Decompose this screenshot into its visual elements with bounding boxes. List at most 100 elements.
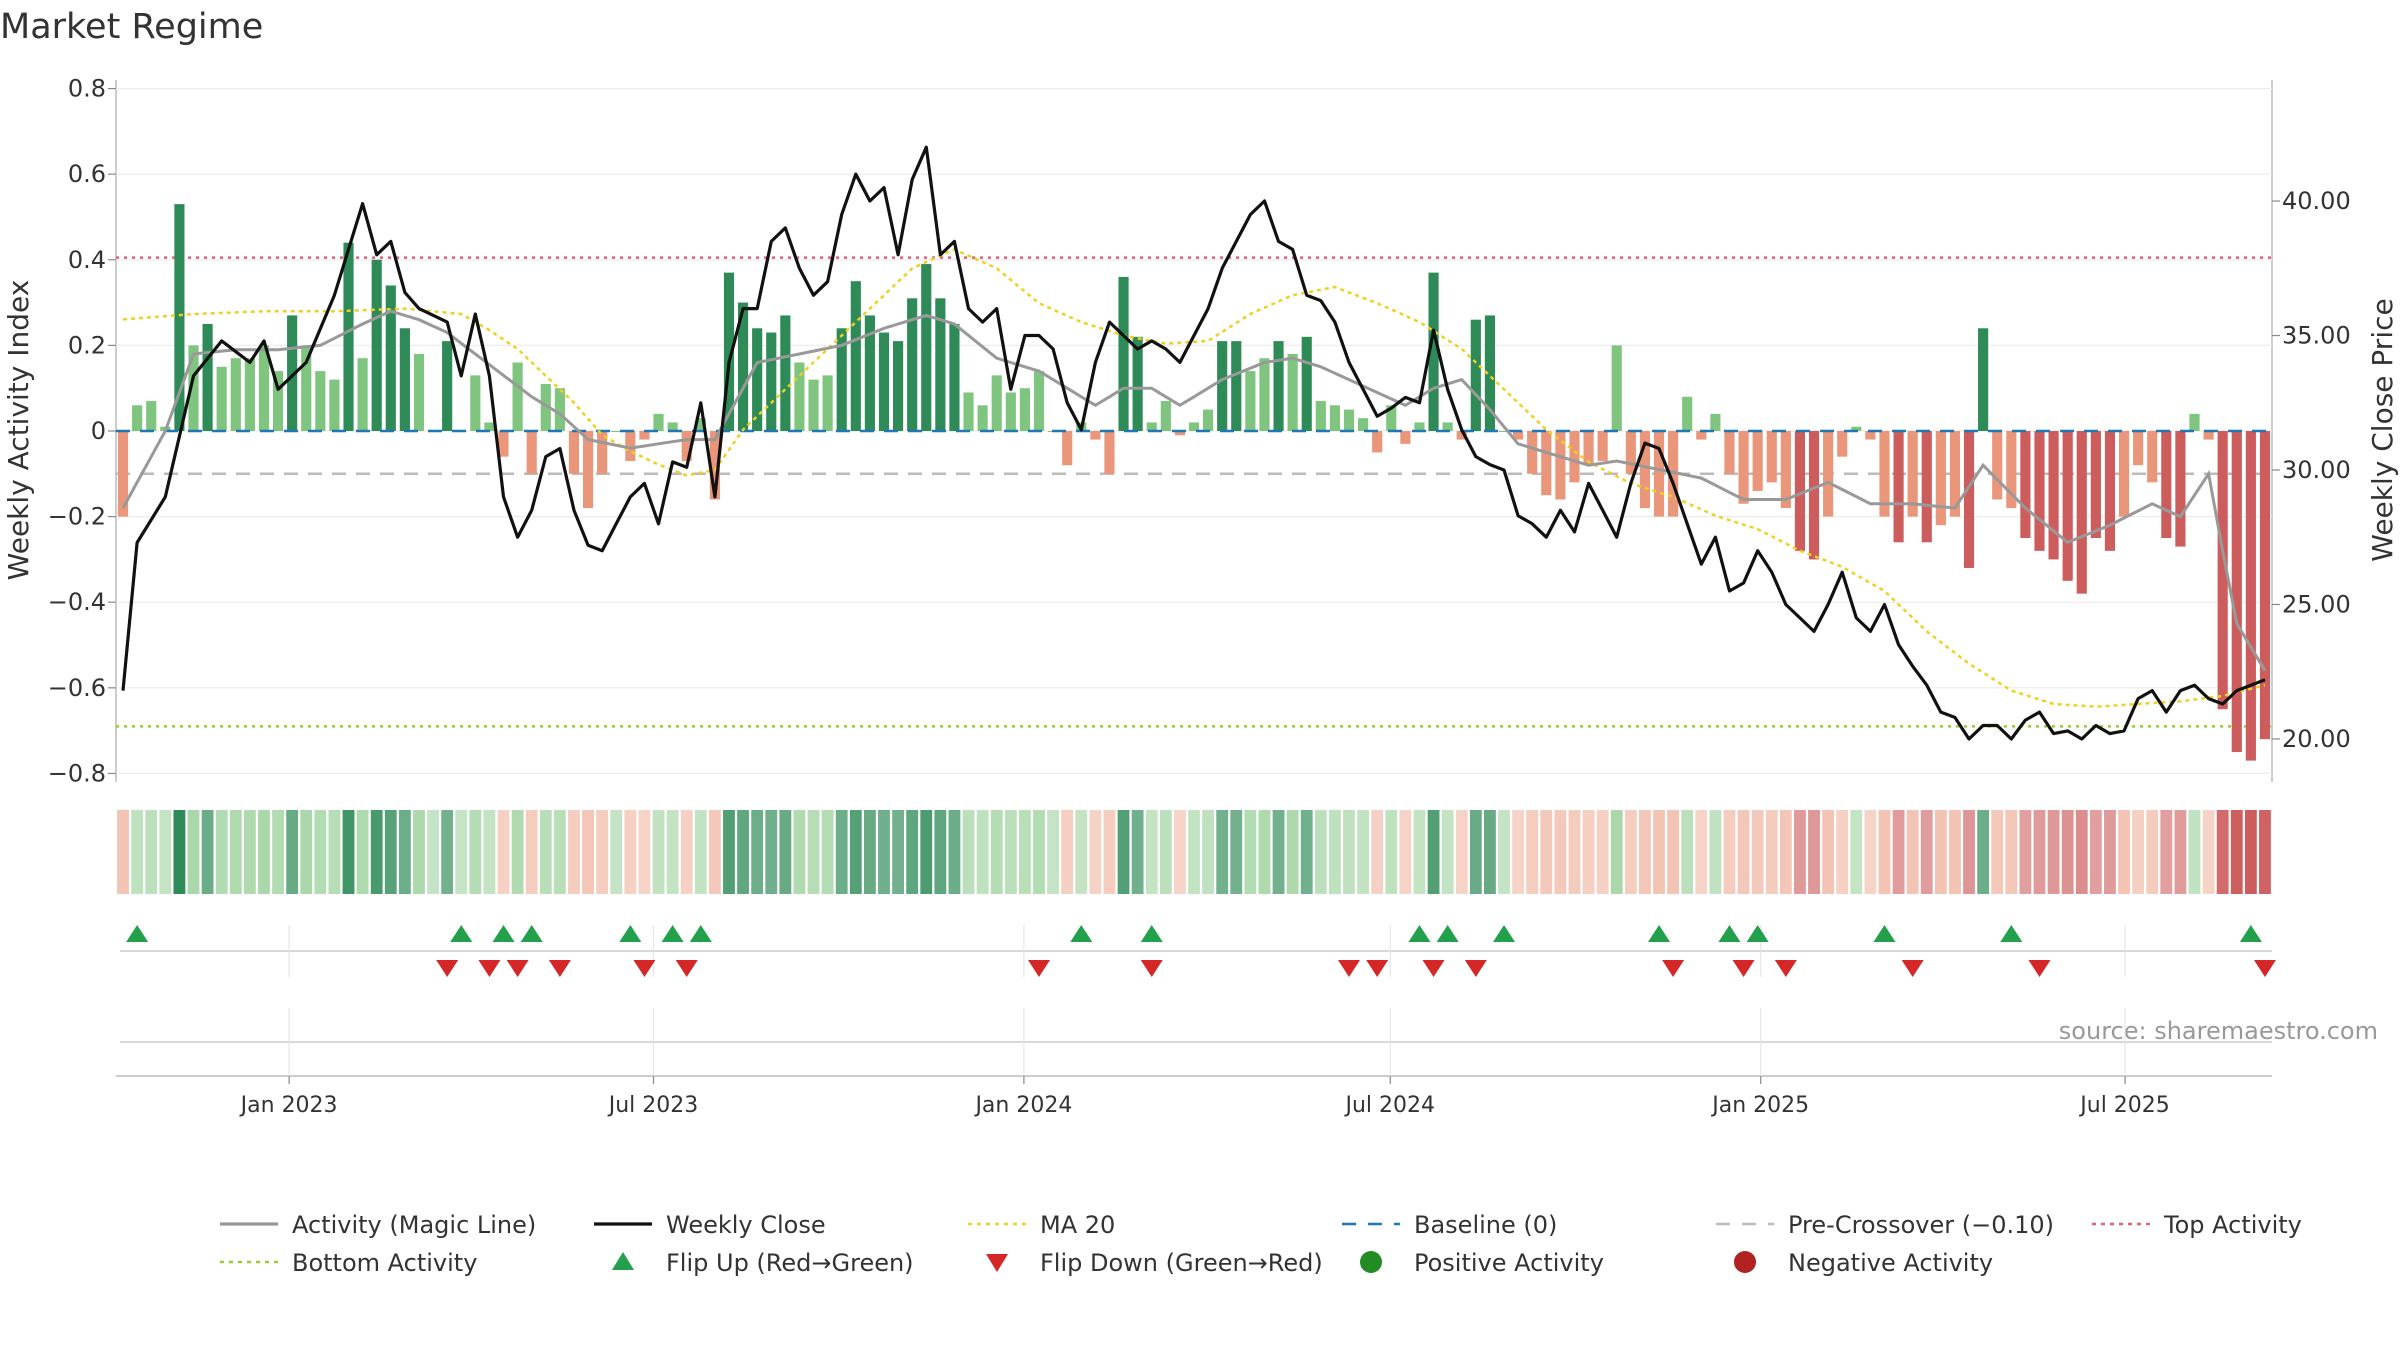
regime-strip-cell (1328, 810, 1341, 894)
regime-strip-cell (1624, 810, 1637, 894)
regime-strip-cell (1047, 810, 1060, 894)
regime-strip-cell (2033, 810, 2046, 894)
activity-bar (1005, 392, 1016, 431)
flip-up-marker (2239, 925, 2262, 942)
regime-strip-cell (300, 810, 313, 894)
activity-bar (1090, 431, 1101, 440)
flip-up-marker (1493, 925, 1516, 942)
flip-up-marker (492, 925, 515, 942)
regime-strip-cell (1343, 810, 1355, 894)
y-tick-label: 0.2 (68, 331, 106, 359)
regime-strip-cell (511, 810, 524, 894)
regime-strip-cell (2047, 810, 2060, 894)
regime-strip-cell (934, 810, 947, 894)
legend-label: Top Activity (2163, 1211, 2302, 1239)
activity-bar (836, 328, 847, 431)
regime-strip-cell (201, 810, 214, 894)
activity-bar (822, 375, 833, 431)
activity-bar (2076, 431, 2087, 594)
regime-strip-cell (1244, 810, 1257, 894)
activity-bar (2006, 431, 2017, 509)
regime-strip-cell (1004, 810, 1017, 894)
activity-bar (1724, 431, 1735, 474)
regime-strip-cell (1272, 810, 1285, 894)
activity-bar (1893, 431, 1904, 543)
activity-bar (442, 341, 453, 431)
y2-tick-label: 20.00 (2282, 725, 2351, 753)
legend-item: Pre-Crossover (−0.10) (1716, 1211, 2054, 1239)
regime-strip-cell (849, 810, 862, 894)
regime-strip-cell (807, 810, 820, 894)
regime-strip-cell (835, 810, 848, 894)
regime-strip-cell (1822, 810, 1835, 894)
regime-strip-cell (920, 810, 933, 894)
activity-bar (540, 383, 551, 431)
activity-bar (1456, 431, 1467, 440)
activity-bar (1019, 388, 1030, 431)
regime-strip-cell (314, 810, 327, 894)
activity-bar (202, 323, 213, 431)
activity-bar (737, 302, 749, 431)
regime-strip-cell (441, 810, 454, 894)
activity-bar (1921, 431, 1932, 543)
activity-bar (1301, 336, 1312, 431)
activity-bar (2118, 431, 2130, 517)
activity-bar (723, 272, 735, 431)
legend-item: Bottom Activity (220, 1249, 477, 1277)
regime-strip-cell (1159, 810, 1172, 894)
regime-strip-cell (1131, 810, 1144, 894)
activity-bar (1949, 431, 1961, 517)
activity-bar (1752, 431, 1763, 491)
activity-bar (1794, 431, 1806, 551)
regime-strip-cell (1286, 810, 1299, 894)
y2-tick-label: 25.00 (2282, 590, 2351, 618)
legend-label: Positive Activity (1414, 1249, 1604, 1277)
activity-bar (1682, 396, 1693, 431)
regime-strip-cell (2005, 810, 2018, 894)
activity-bar (1174, 431, 1185, 436)
y2-tick-label: 35.00 (2282, 322, 2351, 350)
regime-strip-cell (1582, 810, 1595, 894)
regime-strip-cell (863, 810, 876, 894)
y-tick-label: 0.6 (68, 160, 106, 188)
activity-bar (1203, 409, 1214, 431)
flip-down-marker (1027, 960, 1050, 977)
regime-strip-cell (2188, 810, 2201, 894)
activity-bar (1160, 401, 1171, 431)
flip-up-marker (1746, 925, 1769, 942)
activity-bar (1146, 422, 1157, 431)
regime-strip-cell (793, 810, 806, 894)
regime-strip-cell (1653, 810, 1665, 894)
activity-bar (272, 371, 284, 431)
regime-strip-cell (1512, 810, 1525, 894)
x-tick-label: Jan 2023 (239, 1093, 338, 1118)
regime-strip-cell (1920, 810, 1933, 894)
activity-bar (1653, 431, 1665, 517)
activity-bar (1907, 431, 1918, 517)
regime-strip-cell (427, 810, 439, 894)
activity-bar (780, 315, 791, 431)
activity-bar (1217, 341, 1228, 431)
regime-strip-cell (2132, 810, 2145, 894)
flip-up-marker (619, 925, 642, 942)
activity-bar (385, 285, 396, 431)
regime-strip-cell (1202, 810, 1215, 894)
y-tick-label: −0.8 (48, 759, 106, 787)
flip-up-marker (126, 925, 149, 942)
activity-bar (568, 431, 580, 474)
regime-strip-cell (483, 810, 496, 894)
flip-down-marker (1774, 960, 1797, 977)
activity-bar (258, 345, 270, 431)
activity-bar (2203, 431, 2214, 440)
activity-bar (794, 362, 805, 431)
activity-bar (582, 431, 594, 509)
y-tick-label: 0.4 (68, 246, 106, 274)
legend-label: Pre-Crossover (−0.10) (1788, 1211, 2054, 1239)
flip-up-marker (1648, 925, 1671, 942)
regime-strip-cell (1018, 810, 1031, 894)
activity-bar (1555, 431, 1566, 500)
regime-strip-cell (1061, 810, 1074, 894)
regime-strip-cell (1188, 810, 1200, 894)
regime-strip-cell (1864, 810, 1877, 894)
regime-strip-cell (1173, 810, 1186, 894)
